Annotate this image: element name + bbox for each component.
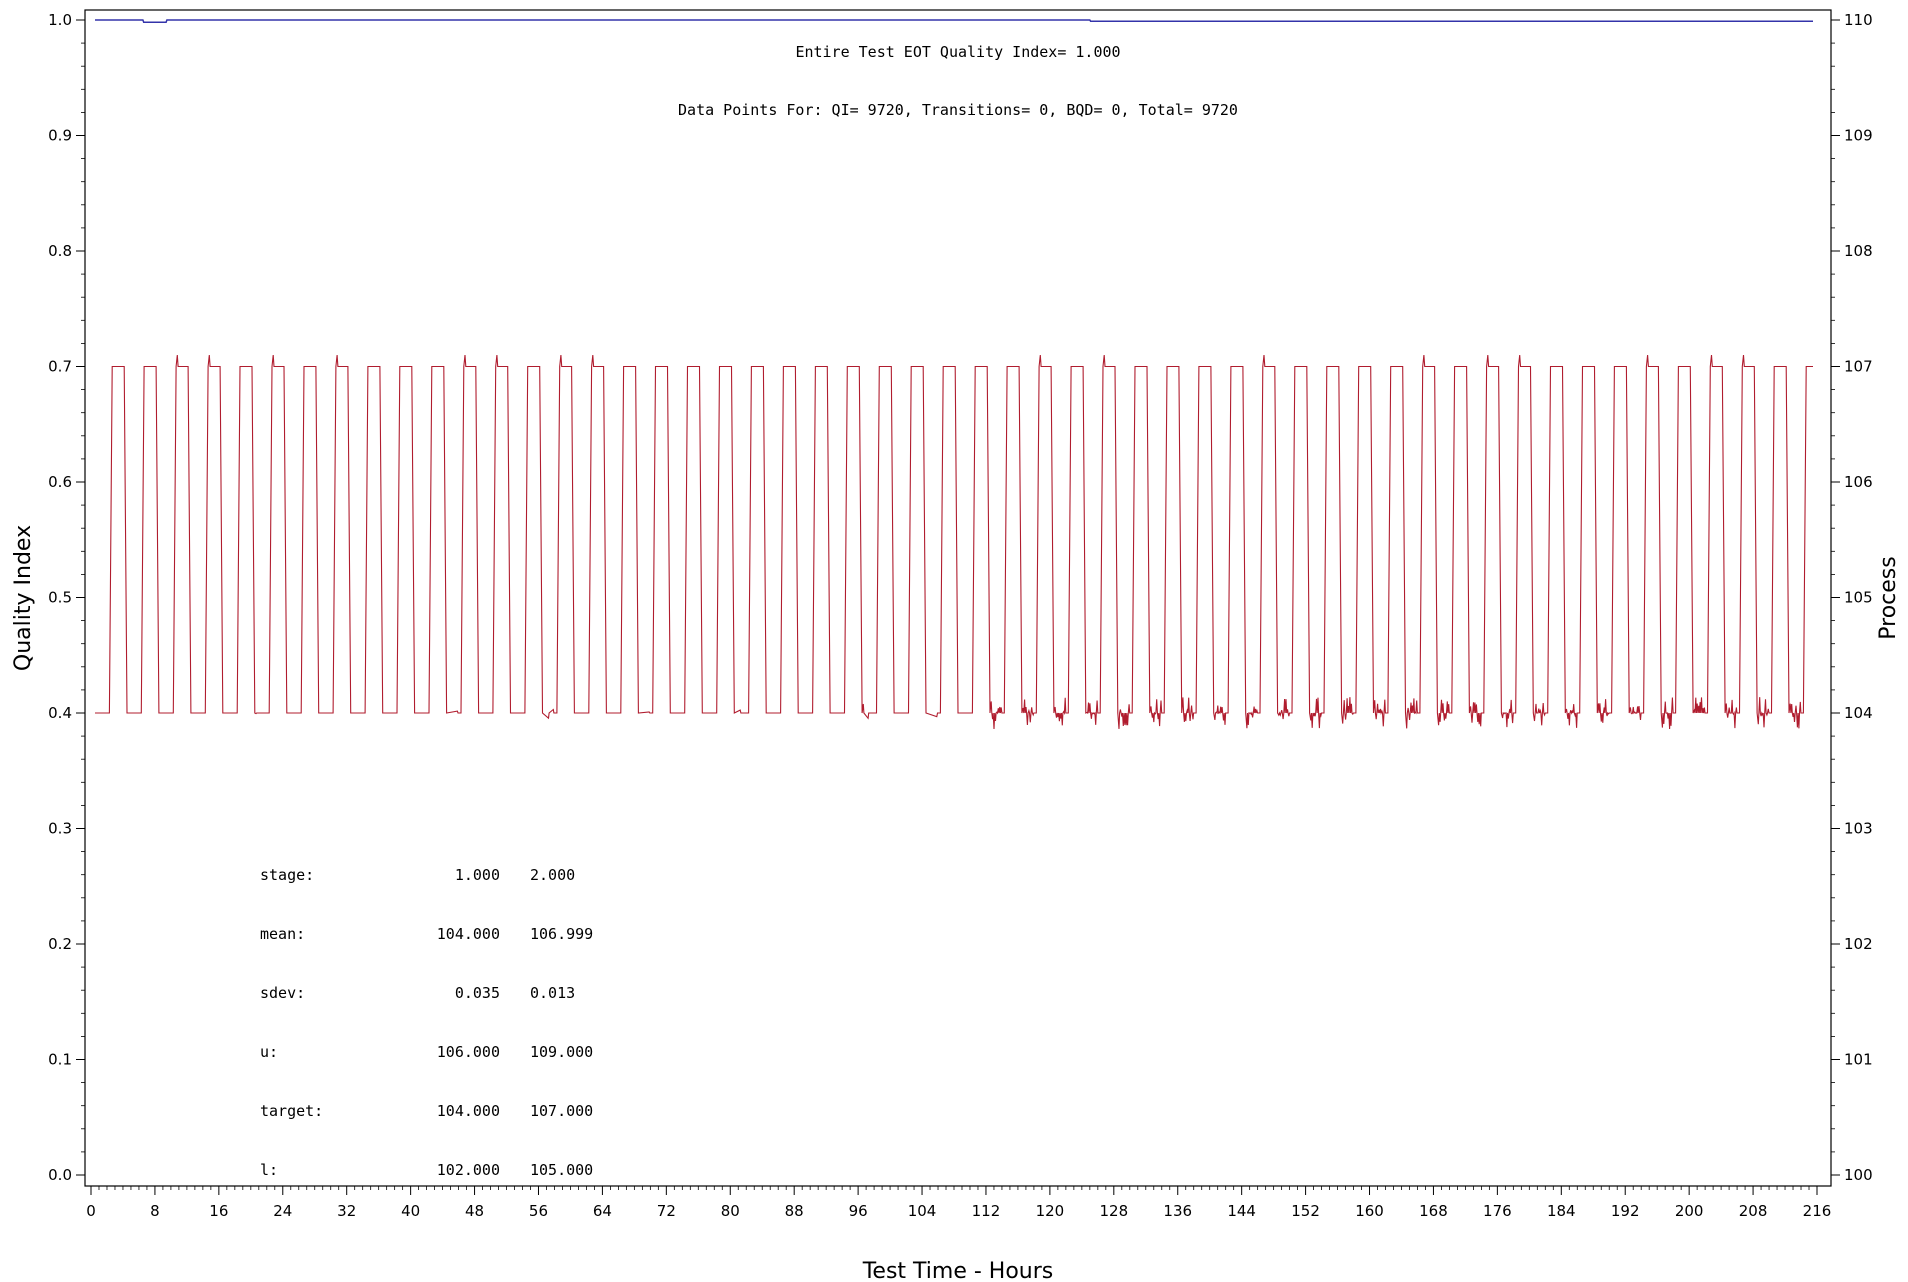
stats-stage2-value: 2.000 <box>530 866 575 884</box>
y-right-tick-label: 106 <box>1844 473 1873 491</box>
stats-row-label: l: <box>260 1161 278 1179</box>
y-left-axis-ticks: 0.0 0.1 0.2 0.3 0.4 0.5 0.6 0.7 0.8 0.9 1.0 <box>48 11 85 1184</box>
stats-stage2-value: 105.000 <box>530 1161 593 1179</box>
y-left-axis-title: Quality Index <box>11 525 36 671</box>
x-tick-label: 200 <box>1675 1202 1704 1220</box>
stats-stage2-value: 107.000 <box>530 1102 593 1120</box>
x-tick-label: 144 <box>1227 1202 1256 1220</box>
x-tick-label: 88 <box>785 1202 804 1220</box>
stats-row-label: stage: <box>260 866 314 884</box>
stats-stage1-value: 0.035 <box>455 984 500 1002</box>
x-tick-label: 8 <box>150 1202 160 1220</box>
y-left-tick-label: 0.9 <box>48 127 72 145</box>
annotation-quality-index: Entire Test EOT Quality Index= 1.000 <box>795 43 1120 61</box>
y-right-tick-label: 109 <box>1844 127 1873 145</box>
y-left-tick-label: 0.3 <box>48 820 72 838</box>
y-left-tick-label: 0.4 <box>48 704 72 722</box>
y-right-tick-label: 100 <box>1844 1166 1873 1184</box>
y-left-tick-label: 0.2 <box>48 935 72 953</box>
x-tick-label: 176 <box>1483 1202 1512 1220</box>
stats-stage1-value: 106.000 <box>437 1043 500 1061</box>
x-tick-label: 32 <box>337 1202 356 1220</box>
y-right-tick-label: 102 <box>1844 935 1873 953</box>
y-left-tick-label: 1.0 <box>48 11 72 29</box>
x-tick-label: 104 <box>908 1202 937 1220</box>
process-series-line <box>95 354 1813 730</box>
y-left-tick-label: 0.8 <box>48 242 72 260</box>
x-tick-label: 136 <box>1163 1202 1192 1220</box>
x-tick-label: 24 <box>273 1202 292 1220</box>
x-tick-label: 0 <box>86 1202 96 1220</box>
x-tick-label: 160 <box>1355 1202 1384 1220</box>
x-tick-label: 56 <box>529 1202 548 1220</box>
y-left-tick-label: 0.6 <box>48 473 72 491</box>
stats-row-label: target: <box>260 1102 323 1120</box>
x-axis-ticks: 0 8 16 24 32 40 48 56 64 72 80 88 96 104 112 120 128 136 1… <box>86 1186 1831 1220</box>
x-tick-label: 72 <box>657 1202 676 1220</box>
x-tick-label: 192 <box>1611 1202 1640 1220</box>
stats-table: stage: 1.000 2.000 mean: 104.000 106.999 sdev:… <box>260 866 593 1179</box>
y-right-tick-label: 107 <box>1844 358 1873 376</box>
y-left-tick-label: 0.7 <box>48 358 72 376</box>
stats-stage1-value: 1.000 <box>455 866 500 884</box>
stats-stage2-value: 0.013 <box>530 984 575 1002</box>
x-tick-label: 168 <box>1419 1202 1448 1220</box>
y-right-tick-label: 101 <box>1844 1051 1873 1069</box>
stats-stage1-value: 104.000 <box>437 925 500 943</box>
x-tick-label: 64 <box>593 1202 612 1220</box>
x-tick-label: 16 <box>209 1202 228 1220</box>
stats-row-label: mean: <box>260 925 305 943</box>
x-tick-label: 40 <box>401 1202 420 1220</box>
annotation-data-points: Data Points For: QI= 9720, Transitions= … <box>678 101 1238 119</box>
y-right-tick-label: 108 <box>1844 242 1873 260</box>
x-tick-label: 184 <box>1547 1202 1576 1220</box>
x-tick-label: 96 <box>849 1202 868 1220</box>
quality-index-series-line <box>95 19 1813 24</box>
stats-stage1-value: 104.000 <box>437 1102 500 1120</box>
y-right-axis-ticks: 100 101 102 103 104 105 106 107 108 109 110 <box>1831 11 1873 1184</box>
y-left-tick-label: 0.5 <box>48 589 72 607</box>
x-tick-label: 120 <box>1036 1202 1065 1220</box>
stats-stage2-value: 106.999 <box>530 925 593 943</box>
y-left-tick-label: 0.0 <box>48 1166 72 1184</box>
x-tick-label: 48 <box>465 1202 484 1220</box>
stats-row-label: u: <box>260 1043 278 1061</box>
y-left-tick-label: 0.1 <box>48 1051 72 1069</box>
series-layer <box>95 19 1813 730</box>
y-right-tick-label: 110 <box>1844 11 1873 29</box>
y-right-axis-title: Process <box>1876 556 1901 639</box>
x-tick-label: 152 <box>1291 1202 1320 1220</box>
x-tick-label: 112 <box>972 1202 1001 1220</box>
x-tick-label: 128 <box>1099 1202 1128 1220</box>
x-axis-title: Test Time - Hours <box>862 1259 1054 1282</box>
y-right-tick-label: 105 <box>1844 589 1873 607</box>
x-tick-label: 216 <box>1803 1202 1832 1220</box>
y-right-tick-label: 103 <box>1844 820 1873 838</box>
x-tick-label: 208 <box>1739 1202 1768 1220</box>
stats-stage1-value: 102.000 <box>437 1161 500 1179</box>
y-right-tick-label: 104 <box>1844 704 1873 722</box>
x-tick-label: 80 <box>721 1202 740 1220</box>
stats-stage2-value: 109.000 <box>530 1043 593 1061</box>
stats-row-label: sdev: <box>260 984 305 1002</box>
